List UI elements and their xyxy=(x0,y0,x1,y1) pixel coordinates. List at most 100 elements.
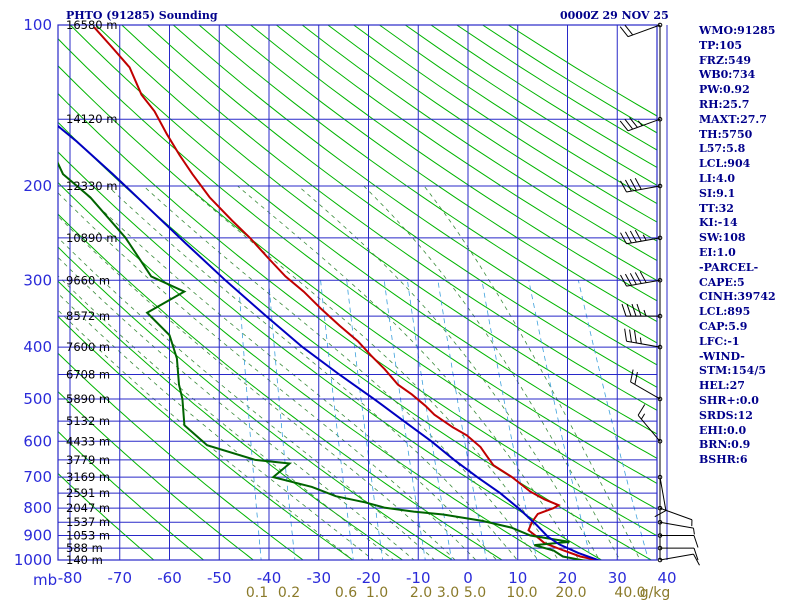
wind-barb-shaft xyxy=(626,279,661,287)
index-cinh39742-18: CINH:39742 xyxy=(699,290,776,304)
mixing-ratio-label: 20.0 xyxy=(555,585,586,600)
wind-barb-flag xyxy=(634,272,642,284)
isobar-isotherm-grid xyxy=(57,24,668,561)
pressure-tick-label: 800 xyxy=(23,499,52,517)
index-sw108-14: SW:108 xyxy=(699,231,746,245)
height-label: 3169 m xyxy=(66,470,110,484)
wind-barb-origin xyxy=(657,545,663,551)
dry-adiabat-360 xyxy=(95,25,657,435)
wind-barb-flag xyxy=(620,274,627,287)
moist-adiabat-12 xyxy=(107,185,518,560)
wind-barb-flag xyxy=(626,303,632,317)
wind-barb-origin xyxy=(657,519,663,525)
wind-barb-origin xyxy=(657,313,663,319)
index-wmo91285-0: WMO:91285 xyxy=(699,24,776,37)
wind-barb-origin xyxy=(657,505,663,511)
wind-barb-half xyxy=(643,309,647,317)
wind-barb-flag xyxy=(629,273,637,285)
index-ehi00-27: EHI:0.0 xyxy=(699,423,747,437)
index-ei10-15: EI:1.0 xyxy=(699,245,736,259)
wind-barb-origin xyxy=(657,277,663,283)
index-shr00-25: SHR+:0.0 xyxy=(699,393,759,407)
wind-barb-shaft xyxy=(659,553,694,561)
index-srds12-26: SRDS:12 xyxy=(699,408,753,422)
mixing-ratio-2 xyxy=(383,280,426,560)
moist-adiabat--16 xyxy=(58,292,374,560)
index-l5758-8: L57:5.8 xyxy=(699,142,746,156)
moist-adiabat-32 xyxy=(363,185,621,560)
dry-adiabat-230 xyxy=(58,390,255,560)
wind-barb-flag xyxy=(634,229,642,242)
index-maxt277-6: MAXT:27.7 xyxy=(699,112,767,126)
index-cap59-20: CAP:5.9 xyxy=(699,319,748,333)
temperature-tick-label: -50 xyxy=(207,569,232,587)
height-label: 2591 m xyxy=(66,486,110,500)
wind-barb-half xyxy=(640,413,646,420)
wind-barb-origin xyxy=(657,474,663,480)
temperature-tick-label: 0 xyxy=(463,569,473,587)
moist-adiabat--20 xyxy=(58,309,354,560)
wind-barb-origin xyxy=(657,344,663,350)
wind-barb-origin xyxy=(657,183,663,189)
wind-barb-flag xyxy=(654,510,667,518)
pressure-tick-label: 100 xyxy=(23,16,52,34)
dry-adiabat-310 xyxy=(58,121,653,560)
index-ki14-13: KI:-14 xyxy=(699,216,738,230)
index-hel27-24: HEL:27 xyxy=(699,379,745,393)
plot-frame xyxy=(57,24,658,561)
index-tt32-12: TT:32 xyxy=(699,201,734,215)
wind-barb-shaft xyxy=(659,521,694,529)
wind-barb-flag xyxy=(693,535,699,548)
height-label: 7600 m xyxy=(66,340,110,354)
height-label: 10890 m xyxy=(66,231,117,245)
dry-adiabat-330 xyxy=(58,65,657,510)
mixing-ratio-label: 10.0 xyxy=(506,585,537,600)
moist-adiabat-8 xyxy=(77,185,498,560)
mixing-ratio-5 xyxy=(437,280,487,560)
wind-barb-half xyxy=(639,337,642,344)
mixing-ratio-label: 40.0 xyxy=(614,585,645,600)
mixing-ratio-20 xyxy=(528,280,592,560)
dewpoint-trace xyxy=(58,161,585,560)
wind-barb-flag xyxy=(629,329,632,343)
mixing-ratio-0.2 xyxy=(268,280,296,560)
temperature-tick-label: -70 xyxy=(108,569,133,587)
mixing-ratio-label: g/kg xyxy=(640,585,671,600)
dry-adiabat-290 xyxy=(58,181,553,560)
wind-barb-flag xyxy=(634,177,642,190)
y-axis-unit-label: mb xyxy=(33,571,57,589)
wind-barb-flag xyxy=(693,547,699,561)
index-lcl895-19: LCL:895 xyxy=(699,305,751,319)
wind-barb-flag xyxy=(639,271,647,283)
dry-adiabat-400 xyxy=(198,25,657,344)
wind-barb-origin xyxy=(657,557,663,563)
index-li40-10: LI:4.0 xyxy=(699,171,736,185)
height-label: 9660 m xyxy=(66,273,110,287)
height-label: 5890 m xyxy=(66,392,110,406)
height-label: 14120 m xyxy=(66,112,117,126)
temperature-tick-label: -40 xyxy=(257,569,282,587)
dry-adiabat-430 xyxy=(276,25,657,282)
mixing-ratio-0.1 xyxy=(238,280,262,560)
dry-adiabat-260 xyxy=(58,280,404,560)
mixing-ratio-40 xyxy=(578,280,649,560)
pressure-tick-label: 700 xyxy=(23,468,52,486)
temperature-tick-label: 30 xyxy=(608,569,627,587)
pressure-tick-label: 400 xyxy=(23,338,52,356)
moist-adiabat--8 xyxy=(58,256,415,560)
temperature-tick-label: -20 xyxy=(356,569,381,587)
mixing-ratio-label: 0.6 xyxy=(335,585,357,600)
wind-barb-half xyxy=(692,528,695,535)
mixing-ratio-label: 1.0 xyxy=(366,585,388,600)
wind-barb-flag xyxy=(637,404,646,416)
dry-adiabats xyxy=(58,25,657,560)
wind-barb-origin xyxy=(657,22,663,28)
height-label: 1053 m xyxy=(66,529,110,543)
wind-barb-flag xyxy=(624,328,628,342)
wind-barb-half xyxy=(637,120,643,127)
index-stm1545-23: STM:154/5 xyxy=(699,364,766,378)
wind-barb-flag xyxy=(693,553,700,566)
wind-barb-origin xyxy=(657,235,663,241)
